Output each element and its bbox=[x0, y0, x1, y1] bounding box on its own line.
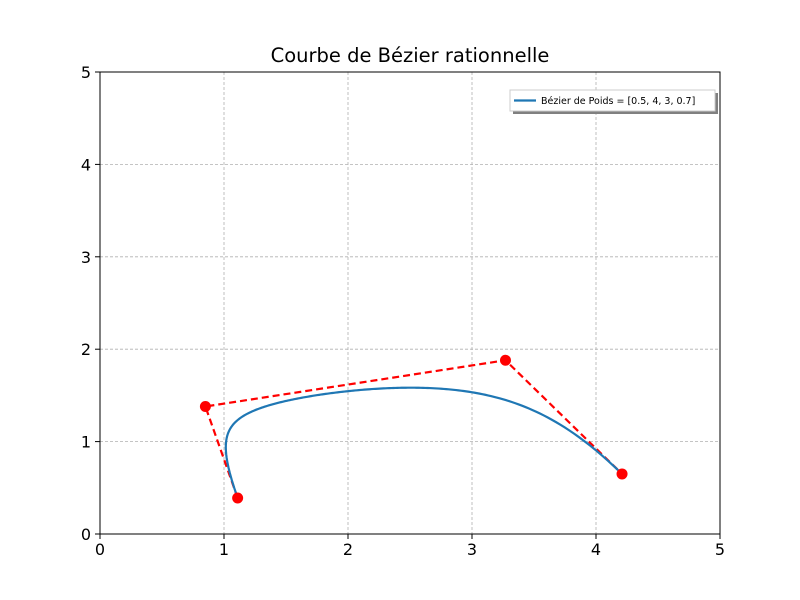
y-tick-label: 5 bbox=[81, 63, 91, 82]
bezier-curve-line bbox=[224, 386, 623, 499]
x-tick-label: 1 bbox=[219, 540, 229, 559]
plot-area-frame bbox=[99, 71, 721, 535]
control-point-marker bbox=[232, 492, 244, 504]
x-tick-label: 0 bbox=[95, 540, 105, 559]
x-tick-label: 3 bbox=[467, 540, 477, 559]
legend-box bbox=[509, 89, 716, 112]
x-axis-ticks: 0 1 2 3 4 5 bbox=[95, 534, 725, 559]
chart-title: Courbe de Bézier rationnelle bbox=[271, 44, 550, 67]
control-point-marker bbox=[499, 354, 511, 366]
control-polygon bbox=[203, 359, 623, 499]
curve-layer bbox=[199, 354, 628, 504]
y-tick-label: 3 bbox=[81, 248, 91, 267]
legend-label: Bézier de Poids = [0.5, 4, 3, 0.7] bbox=[541, 96, 695, 107]
legend: Bézier de Poids = [0.5, 4, 3, 0.7] bbox=[509, 89, 718, 114]
control-point-marker bbox=[199, 400, 211, 412]
x-tick-label: 4 bbox=[591, 540, 601, 559]
y-tick-label: 4 bbox=[81, 155, 91, 174]
y-tick-label: 2 bbox=[81, 340, 91, 359]
x-tick-label: 2 bbox=[343, 540, 353, 559]
control-point-marker bbox=[616, 468, 628, 480]
y-tick-label: 1 bbox=[81, 433, 91, 452]
x-tick-label: 5 bbox=[715, 540, 725, 559]
control-polygon-line bbox=[203, 359, 623, 499]
y-axis-ticks: 0 1 2 3 4 5 bbox=[81, 63, 100, 544]
y-tick-label: 0 bbox=[81, 525, 91, 544]
grid-lines bbox=[100, 72, 720, 534]
